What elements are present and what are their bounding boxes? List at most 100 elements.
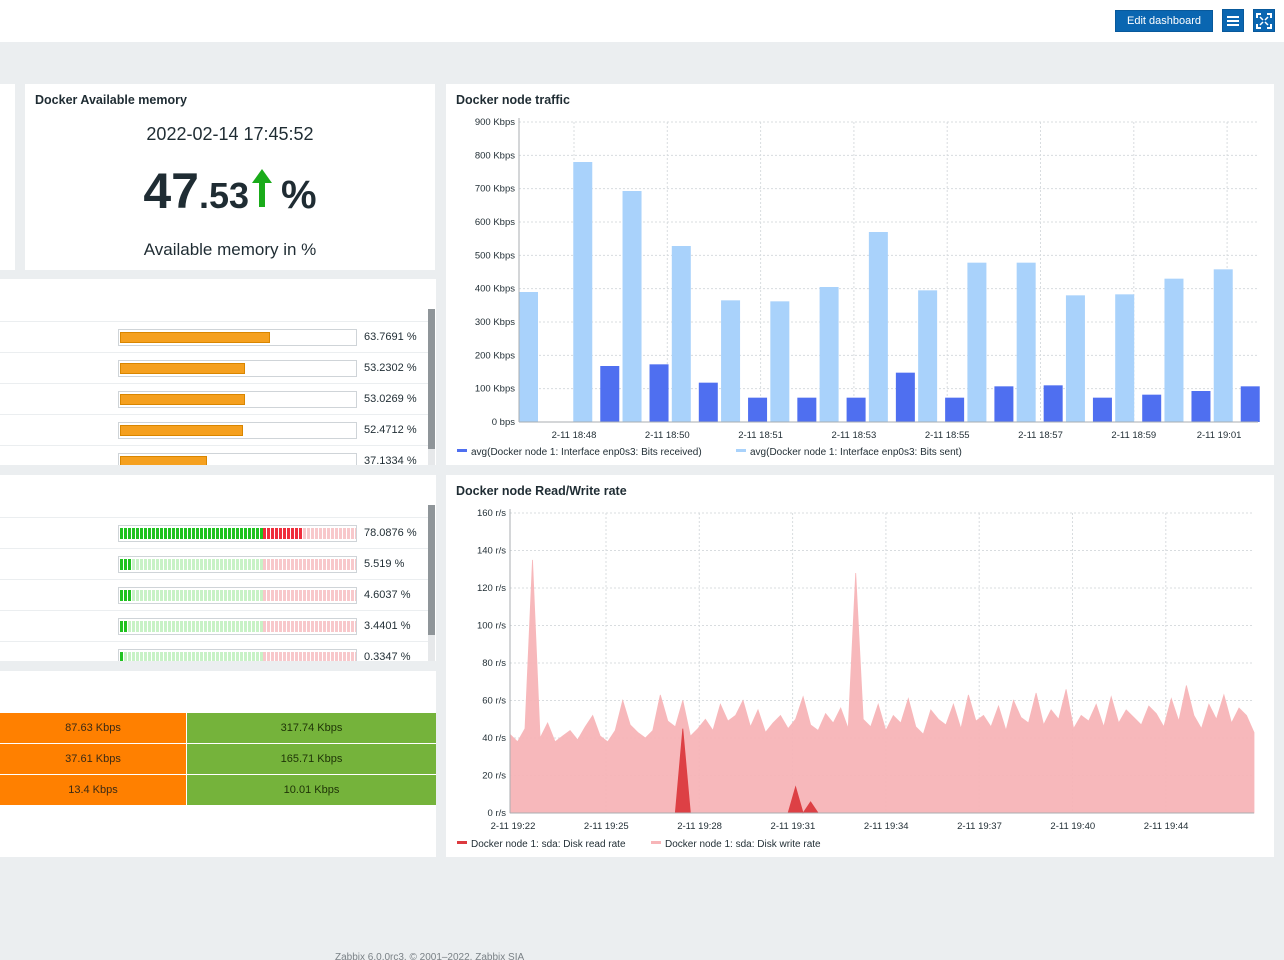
memory-description: Available memory in % (143, 240, 317, 259)
bar (748, 397, 768, 422)
top-hosts-widget-1: 63.7691 % 53.2302 % 53.0269 % 52.4712 % 37.1… (0, 279, 436, 465)
legend-label: avg(Docker node 1: Interface enp0s3: Bit… (750, 447, 962, 458)
traffic-chart: 0 bps 100 Kbps 200 Kbps 300 Kbps 400 Kbps 500… (457, 117, 1260, 458)
y-tick-label: 140 r/s (477, 546, 506, 557)
y-tick-label: 700 Kbps (475, 184, 515, 195)
legend-swatch (457, 841, 467, 844)
bar (721, 300, 741, 422)
segmented-bar (118, 618, 357, 635)
x-tick-label: 2-11 19:31 (771, 821, 816, 832)
fullscreen-icon-glyph (1256, 12, 1272, 29)
progress-fill (120, 332, 270, 343)
x-tick-label: 2-11 18:59 (1111, 430, 1156, 441)
x-tick-label: 2-11 18:48 (552, 430, 597, 441)
y-tick-label: 100 Kbps (475, 384, 515, 395)
x-tick-label: 2-11 18:55 (925, 430, 970, 441)
progress-bar (118, 422, 357, 439)
rw-chart: 0 r/s 20 r/s 40 r/s 60 r/s 80 r/s 100 r/s 120 … (457, 508, 1255, 850)
bar (1213, 269, 1233, 422)
traffic-widget-title: Docker node traffic (456, 93, 570, 107)
x-tick-label: 2-11 19:22 (491, 821, 536, 832)
y-tick-label: 200 Kbps (475, 350, 515, 361)
progress-value: 3.4401 % (364, 620, 411, 632)
x-tick-label: 2-11 19:40 (1050, 821, 1095, 832)
segmented-bar (118, 525, 357, 542)
table-row: 37.1334 % (0, 445, 428, 465)
table-cell-out: 317.74 Kbps (187, 713, 436, 743)
x-tick-label: 2-11 19:37 (957, 821, 1002, 832)
y-tick-label: 120 r/s (477, 583, 506, 594)
bar (1043, 385, 1063, 422)
legend-swatch (457, 449, 467, 452)
bar (895, 372, 915, 422)
legend-swatch (651, 841, 661, 844)
x-tick-label: 2-11 18:50 (645, 430, 690, 441)
rw-widget-title: Docker node Read/Write rate (456, 484, 627, 498)
y-tick-label: 100 r/s (477, 621, 506, 632)
table-cell-in: 37.61 Kbps (0, 744, 186, 774)
bar (573, 162, 593, 422)
scrollbar-thumb[interactable] (428, 309, 435, 449)
cut-off-widget (0, 84, 15, 270)
dashboard-header: Edit dashboard (0, 0, 1284, 42)
edit-dashboard-button[interactable]: Edit dashboard (1115, 10, 1213, 32)
bar (846, 397, 866, 422)
table-row: 13.4 Kbps 10.01 Kbps (0, 775, 436, 805)
progress-value: 4.6037 % (364, 589, 411, 601)
memory-value: 47.53% (25, 162, 435, 220)
memory-widget-title: Docker Available memory (35, 93, 187, 107)
x-tick-label: 2-11 18:51 (738, 430, 783, 441)
bar (819, 287, 839, 422)
table-row: 53.2302 % (0, 352, 428, 383)
progress-fill (120, 456, 207, 465)
segmented-fill-green (120, 652, 123, 661)
x-tick-label: 2-11 19:01 (1197, 430, 1242, 441)
fullscreen-icon[interactable] (1253, 9, 1275, 32)
bar (918, 290, 938, 422)
progress-value: 53.0269 % (364, 393, 417, 405)
memory-widget: Docker Available memory 2022-02-14 17:45… (25, 84, 435, 270)
trend-up-icon (251, 168, 273, 213)
bar (1142, 394, 1162, 422)
scrollbar[interactable] (428, 505, 435, 661)
table-row: 3.4401 % (0, 610, 428, 641)
network-table-widget: 87.63 Kbps 317.74 Kbps 37.61 Kbps 165.71 Kb… (0, 671, 436, 857)
bar (1164, 278, 1184, 422)
y-tick-label: 60 r/s (482, 696, 506, 707)
y-tick-label: 160 r/s (477, 508, 506, 519)
bar (945, 397, 965, 422)
scrollbar[interactable] (428, 309, 435, 465)
bar (1115, 294, 1135, 422)
bar (519, 292, 538, 422)
scrollbar-thumb[interactable] (428, 505, 435, 635)
area-series (509, 559, 1255, 814)
y-tick-label: 80 r/s (482, 658, 506, 669)
progress-bar (118, 391, 357, 408)
progress-value: 37.1334 % (364, 455, 417, 465)
y-tick-label: 800 Kbps (475, 150, 515, 161)
legend-swatch (736, 449, 746, 452)
progress-fill (120, 394, 245, 405)
table-cell-out: 10.01 Kbps (187, 775, 436, 805)
y-tick-label: 0 bps (492, 417, 515, 428)
bar (1092, 397, 1112, 422)
bar (967, 262, 987, 422)
y-tick-label: 40 r/s (482, 733, 506, 744)
segmented-fill-red (263, 528, 302, 539)
x-tick-label: 2-11 19:44 (1144, 821, 1189, 832)
table-row: 87.63 Kbps 317.74 Kbps (0, 713, 436, 743)
y-tick-label: 900 Kbps (475, 117, 515, 128)
progress-value: 63.7691 % (364, 331, 417, 343)
rw-widget: Docker node Read/Write rate 0 r/s 20 r/s 4… (446, 475, 1274, 857)
bar (1016, 262, 1036, 422)
segmented-fill-green (120, 559, 131, 570)
table-row: 4.6037 % (0, 579, 428, 610)
legend-label: Docker node 1: sda: Disk write rate (665, 839, 821, 850)
progress-bar (118, 329, 357, 346)
segmented-fill-green (120, 621, 127, 632)
menu-icon[interactable] (1222, 9, 1244, 32)
bar (622, 191, 642, 422)
bar (671, 246, 691, 422)
segmented-fill-green (120, 528, 263, 539)
table-row: 63.7691 % (0, 321, 428, 352)
